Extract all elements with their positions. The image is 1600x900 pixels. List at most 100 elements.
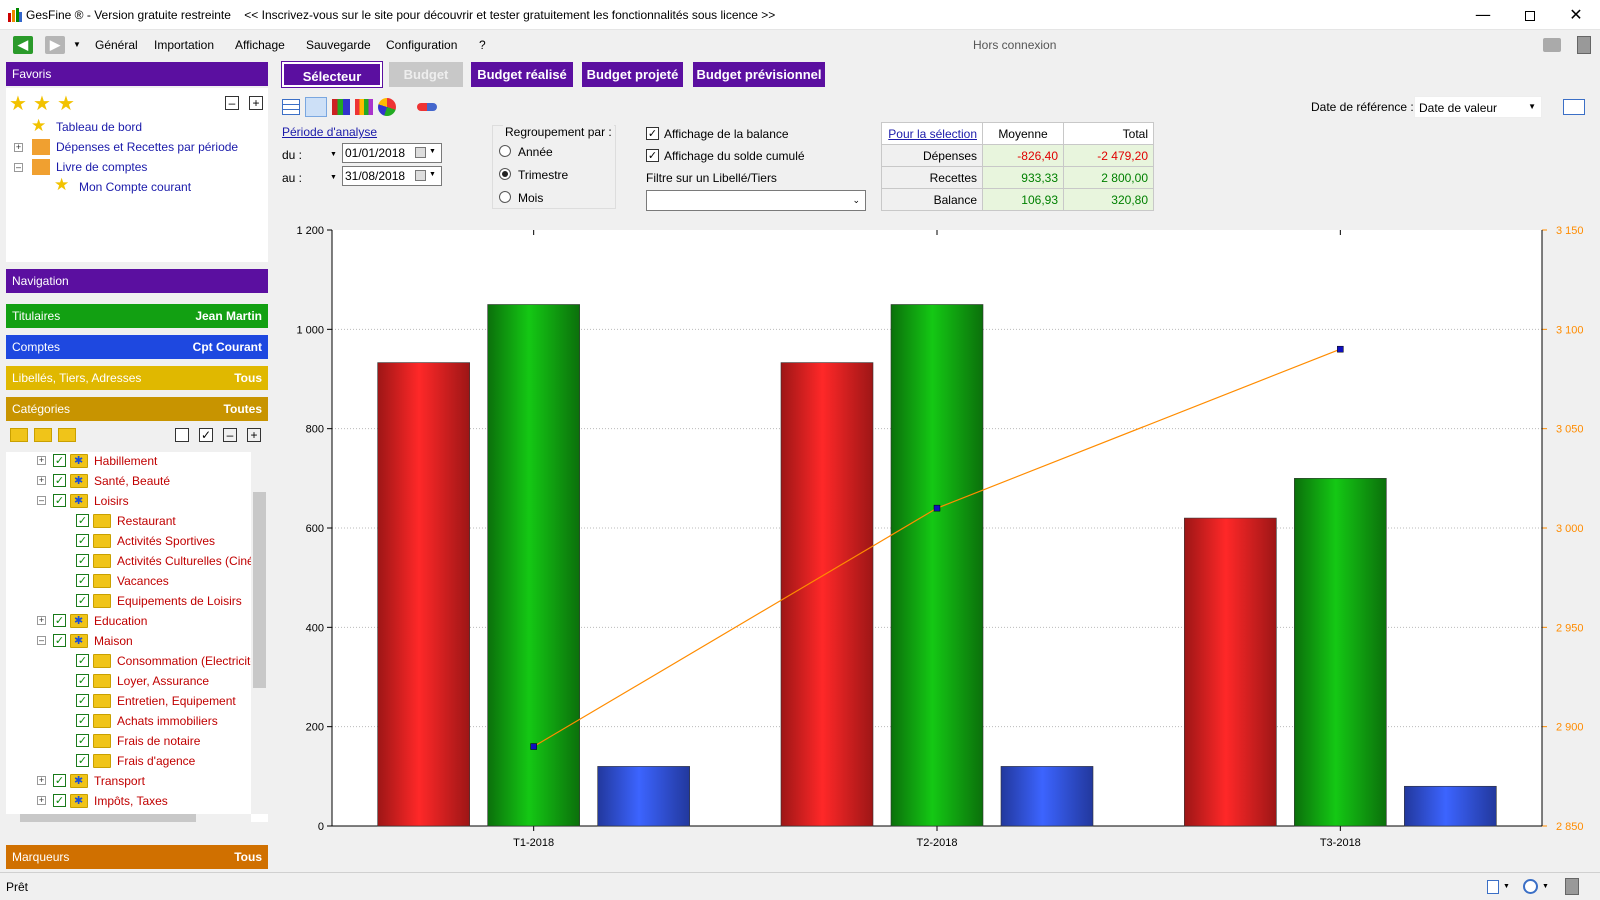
category-row[interactable]: + ✓ ✱ Transport	[6, 772, 251, 790]
scroll-thumb[interactable]	[253, 492, 266, 688]
category-checkbox[interactable]: ✓	[76, 594, 89, 607]
category-checkbox[interactable]: ✓	[53, 474, 66, 487]
fav-item-depenses[interactable]: Dépenses et Recettes par période	[56, 140, 239, 154]
hscroll-thumb[interactable]	[20, 814, 196, 822]
category-row[interactable]: + ✓ ✱ Impôts, Taxes	[6, 792, 251, 810]
category-label[interactable]: Maison	[94, 634, 133, 648]
grouped-bar-icon[interactable]	[332, 99, 350, 115]
category-label[interactable]: Loisirs	[94, 494, 129, 508]
category-checkbox[interactable]: ✓	[76, 654, 89, 667]
history-dropdown-icon[interactable]: ▼	[73, 40, 81, 49]
category-row[interactable]: ✓ Loyer, Assurance	[6, 672, 251, 690]
comptes-header[interactable]: Comptes Cpt Courant	[6, 335, 268, 359]
balance-label[interactable]: Affichage de la balance	[664, 127, 789, 141]
expand-icon[interactable]: +	[37, 615, 46, 625]
titulaires-header[interactable]: Titulaires Jean Martin	[6, 304, 268, 328]
calendar-icon[interactable]	[415, 170, 426, 181]
category-row[interactable]: ✓ Consommation (Electricité, g	[6, 652, 268, 670]
date-to-input[interactable]: 31/08/2018 ▼	[342, 166, 442, 186]
table-view-icon[interactable]	[282, 99, 300, 115]
category-checkbox[interactable]: ✓	[76, 754, 89, 767]
view-mode-icon[interactable]	[1487, 880, 1499, 894]
radio-trimestre[interactable]	[499, 168, 511, 180]
category-row[interactable]: ✓ Vacances	[6, 572, 251, 590]
category-row[interactable]: + ✓ ✱ Habillement	[6, 452, 251, 470]
category-row[interactable]: + ✓ ✱ Santé, Beauté	[6, 472, 251, 490]
expand-icon[interactable]: +	[37, 455, 46, 465]
clock-icon[interactable]	[1523, 879, 1538, 894]
category-label[interactable]: Habillement	[94, 454, 158, 468]
radio-mois-label[interactable]: Mois	[518, 191, 544, 205]
category-row[interactable]: + ✓ ✱ Education	[6, 612, 251, 630]
fav-item-compte[interactable]: Mon Compte courant	[79, 180, 192, 194]
tab-selecteur[interactable]: Sélecteur	[281, 61, 383, 88]
tab-budget[interactable]: Budget	[389, 62, 463, 87]
menu-configuration[interactable]: Configuration	[386, 38, 458, 52]
category-checkbox[interactable]: ✓	[53, 614, 66, 627]
category-label[interactable]: Impôts, Taxes	[94, 794, 168, 808]
radio-annee[interactable]	[499, 145, 511, 157]
tab-budget-projete[interactable]: Budget projeté	[582, 62, 683, 87]
tab-budget-realise[interactable]: Budget réalisé	[471, 62, 573, 87]
category-checkbox[interactable]: ✓	[76, 514, 89, 527]
horizontal-scrollbar[interactable]	[6, 814, 251, 822]
solde-checkbox[interactable]: ✓	[646, 149, 659, 162]
expand-icon[interactable]: +	[37, 795, 46, 805]
radio-trimestre-label[interactable]: Trimestre	[518, 168, 569, 182]
collapse-all-button[interactable]: –	[225, 96, 239, 110]
category-row[interactable]: ✓ Activités Culturelles (Cinéma	[6, 552, 268, 570]
category-row[interactable]: ✓ Entretien, Equipement	[6, 692, 251, 710]
category-label[interactable]: Consommation (Electricité, g	[117, 654, 268, 668]
category-label[interactable]: Equipements de Loisirs	[117, 594, 242, 608]
bar-line-chart-icon[interactable]	[305, 97, 327, 117]
au-dropdown-icon[interactable]: ▼	[330, 174, 337, 181]
menu-general[interactable]: Général	[95, 38, 138, 52]
uncheck-all-button[interactable]	[175, 428, 189, 442]
add-category-icon[interactable]	[10, 428, 28, 442]
category-checkbox[interactable]: ✓	[76, 674, 89, 687]
chevron-down-icon[interactable]: ▼	[1503, 883, 1510, 890]
expand-all-button[interactable]: +	[249, 96, 263, 110]
color-settings-icon[interactable]	[417, 103, 437, 111]
category-checkbox[interactable]: ✓	[53, 774, 66, 787]
minimize-button[interactable]: —	[1475, 5, 1491, 24]
category-row[interactable]: – ✓ ✱ Maison	[6, 632, 251, 650]
category-checkbox[interactable]: ✓	[76, 734, 89, 747]
category-checkbox[interactable]: ✓	[76, 574, 89, 587]
category-checkbox[interactable]: ✓	[76, 714, 89, 727]
category-checkbox[interactable]: ✓	[53, 494, 66, 507]
category-label[interactable]: Frais de notaire	[117, 734, 201, 748]
back-button[interactable]: ◀	[13, 36, 33, 54]
category-label[interactable]: Education	[94, 614, 148, 628]
category-row[interactable]: ✓ Equipements de Loisirs	[6, 592, 251, 610]
category-checkbox[interactable]: ✓	[76, 694, 89, 707]
columns-icon[interactable]	[1563, 99, 1585, 115]
close-button[interactable]: ✕	[1569, 5, 1583, 24]
category-label[interactable]: Frais d'agence	[117, 754, 196, 768]
solde-label[interactable]: Affichage du solde cumulé	[664, 149, 805, 163]
balance-checkbox[interactable]: ✓	[646, 127, 659, 140]
category-checkbox[interactable]: ✓	[53, 634, 66, 647]
collapse-categories-button[interactable]: –	[223, 428, 237, 442]
collapse-icon[interactable]: –	[37, 495, 46, 505]
edit-category-icon[interactable]	[58, 428, 76, 442]
maximize-button[interactable]	[1507, 0, 1553, 30]
vertical-scrollbar[interactable]	[251, 452, 268, 814]
category-label[interactable]: Entretien, Equipement	[117, 694, 236, 708]
summary-header-selection[interactable]: Pour la sélection	[881, 122, 983, 145]
menu-importation[interactable]: Importation	[154, 38, 215, 52]
category-label[interactable]: Santé, Beauté	[94, 474, 171, 488]
category-label[interactable]: Activités Culturelles (Cinéma	[117, 554, 268, 568]
marqueurs-header[interactable]: Marqueurs Tous	[6, 845, 268, 869]
category-label[interactable]: Restaurant	[117, 514, 176, 528]
libelles-header[interactable]: Libellés, Tiers, Adresses Tous	[6, 366, 268, 390]
periode-label[interactable]: Période d'analyse	[282, 125, 378, 139]
navigation-header[interactable]: Navigation	[6, 269, 268, 293]
category-row[interactable]: ✓ Frais de notaire	[6, 732, 251, 750]
collapse-icon[interactable]: –	[14, 162, 23, 172]
radio-annee-label[interactable]: Année	[518, 145, 553, 159]
menu-sauvegarde[interactable]: Sauvegarde	[306, 38, 371, 52]
menu-help[interactable]: ?	[479, 38, 486, 52]
category-label[interactable]: Vacances	[117, 574, 169, 588]
date-from-input[interactable]: 01/01/2018 ▼	[342, 143, 442, 163]
